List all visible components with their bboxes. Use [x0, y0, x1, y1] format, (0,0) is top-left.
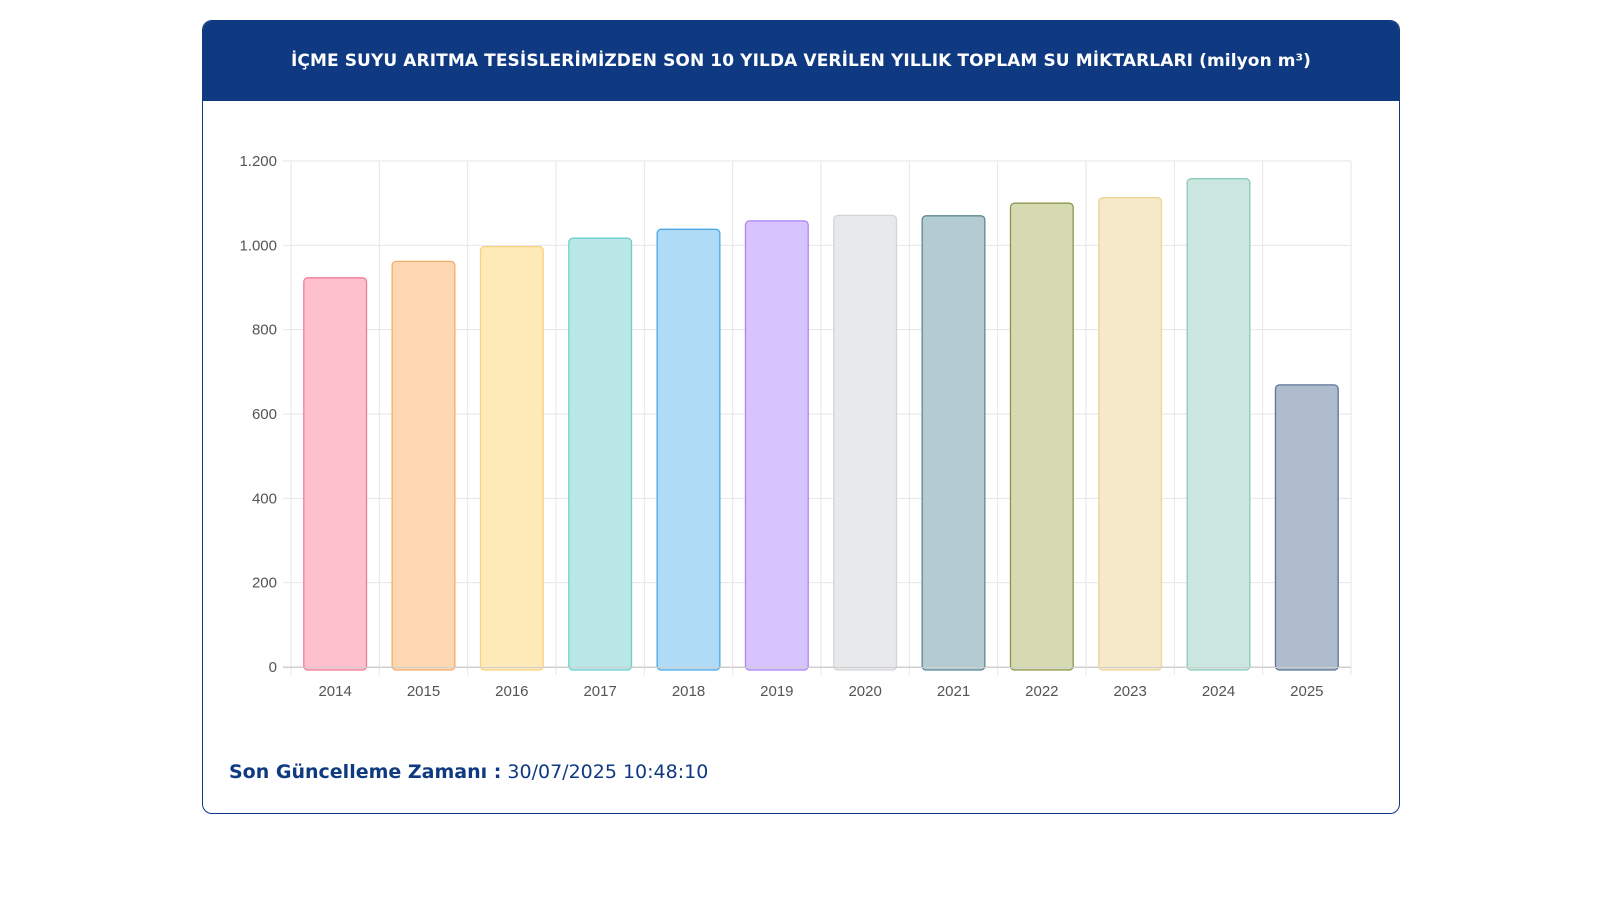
- last-updated-label: Son Güncelleme Zamanı :: [229, 761, 502, 783]
- bar-2020: [833, 214, 898, 671]
- bar-2023: [1098, 197, 1163, 671]
- x-tick-label: 2019: [760, 683, 793, 700]
- x-tick-label: 2014: [318, 683, 351, 700]
- bar-2017: [568, 237, 633, 671]
- chart-area: 0 200 400 600 800 1.000 1.200 2014 2015 2016 2017 2…: [203, 101, 1399, 741]
- y-tick-label: 200: [252, 575, 277, 592]
- chart-card: İÇME SUYU ARITMA TESİSLERİMİZDEN SON 10 …: [202, 20, 1400, 814]
- bar-chart: 0 200 400 600 800 1.000 1.200 2014 2015 2016 2017 2…: [239, 153, 1352, 700]
- bar-2015: [391, 260, 456, 671]
- chart-title: İÇME SUYU ARITMA TESİSLERİMİZDEN SON 10 …: [290, 51, 1312, 71]
- x-tick-label: 2021: [937, 683, 970, 700]
- y-tick-label: 800: [252, 322, 277, 339]
- y-tick-label: 400: [252, 490, 277, 507]
- x-tick-label: 2018: [672, 683, 705, 700]
- y-tick-label: 0: [269, 659, 277, 676]
- x-tick-label: 2015: [407, 683, 440, 700]
- x-tick-label: 2016: [495, 683, 528, 700]
- bar-2024: [1186, 178, 1251, 671]
- bar-2019: [744, 220, 809, 671]
- bar-2014: [303, 277, 368, 671]
- x-tick-label: 2017: [583, 683, 616, 700]
- x-tick-label: 2025: [1290, 683, 1323, 700]
- bar-2022: [1009, 202, 1074, 671]
- bar-2025: [1274, 384, 1339, 671]
- chart-header: İÇME SUYU ARITMA TESİSLERİMİZDEN SON 10 …: [203, 21, 1399, 101]
- y-tick-label: 600: [252, 406, 277, 423]
- bar-2021: [921, 215, 986, 671]
- x-tick-label: 2024: [1202, 683, 1235, 700]
- last-updated: Son Güncelleme Zamanı : 30/07/2025 10:48…: [229, 761, 708, 783]
- y-tick-label: 1.000: [239, 237, 277, 254]
- y-tick-label: 1.200: [239, 153, 277, 170]
- x-tick-label: 2022: [1025, 683, 1058, 700]
- bar-2018: [656, 228, 721, 671]
- bar-2016: [479, 245, 544, 671]
- last-updated-value: 30/07/2025 10:48:10: [507, 761, 709, 783]
- x-tick-label: 2020: [848, 683, 881, 700]
- x-tick-label: 2023: [1113, 683, 1146, 700]
